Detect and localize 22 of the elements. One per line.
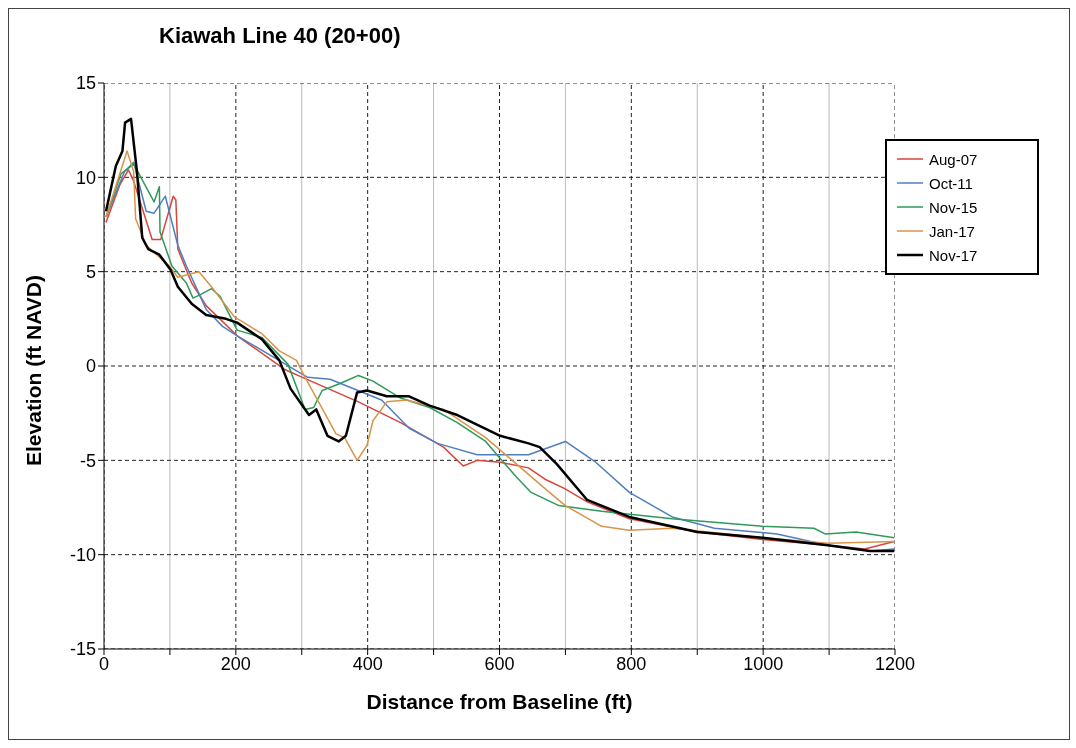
y-tick-label: -5 — [79, 450, 96, 471]
y-tick-label: -10 — [69, 545, 96, 566]
x-axis-title: Distance from Baseline (ft) — [366, 690, 633, 713]
x-tick-label: 1000 — [743, 653, 784, 674]
y-tick-label: 5 — [85, 262, 96, 283]
x-tick-label: 0 — [98, 653, 110, 674]
y-tick-label: 10 — [75, 167, 96, 188]
y-tick-label: 15 — [75, 73, 96, 94]
x-tick-label: 800 — [616, 653, 647, 674]
legend-label: Nov-15 — [929, 198, 978, 216]
x-tick-label: 400 — [352, 653, 383, 674]
legend-label: Nov-17 — [929, 246, 978, 264]
y-tick-label: -15 — [69, 639, 96, 660]
legend-label: Oct-11 — [929, 174, 973, 192]
chart-title: Kiawah Line 40 (20+00) — [159, 23, 401, 49]
x-tick-label: 1200 — [874, 653, 916, 674]
x-tick-label: 200 — [220, 653, 251, 674]
y-axis-title: Elevation (ft NAVD) — [22, 275, 46, 466]
legend-label: Jan-17 — [929, 222, 975, 240]
legend-label: Aug-07 — [929, 150, 978, 168]
y-tick-label: 0 — [85, 356, 96, 377]
x-tick-label: 600 — [484, 653, 515, 674]
